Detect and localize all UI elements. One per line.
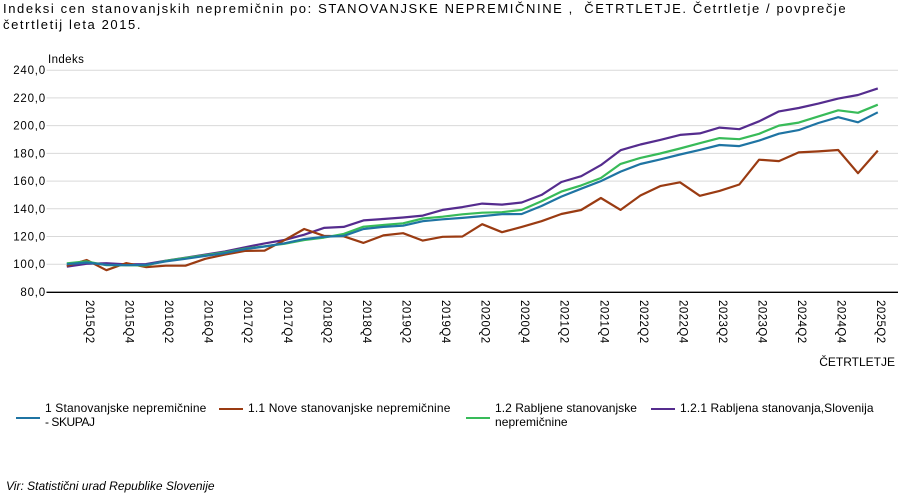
svg-text:2020Q4: 2020Q4 — [518, 300, 530, 344]
svg-text:2019Q4: 2019Q4 — [439, 300, 451, 344]
svg-text:2021Q4: 2021Q4 — [597, 300, 609, 344]
svg-text:ČETRTLETJE: ČETRTLETJE — [819, 354, 895, 369]
svg-text:160,0: 160,0 — [13, 176, 46, 188]
svg-text:2019Q2: 2019Q2 — [400, 300, 412, 344]
svg-text:2015Q2: 2015Q2 — [83, 300, 95, 344]
svg-text:220,0: 220,0 — [13, 93, 46, 105]
svg-text:2020Q2: 2020Q2 — [479, 300, 491, 344]
svg-text:2016Q4: 2016Q4 — [202, 300, 214, 344]
svg-text:140,0: 140,0 — [13, 204, 46, 216]
svg-text:Indeks: Indeks — [48, 54, 84, 66]
svg-text:2021Q2: 2021Q2 — [558, 300, 570, 344]
svg-text:2023Q2: 2023Q2 — [716, 300, 728, 344]
svg-text:2022Q2: 2022Q2 — [637, 300, 649, 344]
svg-text:200,0: 200,0 — [13, 121, 46, 133]
svg-text:100,0: 100,0 — [13, 259, 46, 271]
svg-text:120,0: 120,0 — [13, 232, 46, 244]
svg-text:2025Q2: 2025Q2 — [874, 300, 886, 344]
svg-text:180,0: 180,0 — [13, 148, 46, 160]
svg-text:2018Q4: 2018Q4 — [360, 300, 372, 344]
svg-text:2017Q2: 2017Q2 — [241, 300, 253, 344]
svg-text:2022Q4: 2022Q4 — [676, 300, 688, 344]
svg-text:2015Q4: 2015Q4 — [123, 300, 135, 344]
svg-text:240,0: 240,0 — [13, 65, 46, 77]
svg-text:2023Q4: 2023Q4 — [756, 300, 768, 344]
svg-text:2017Q4: 2017Q4 — [281, 300, 293, 344]
svg-text:2018Q2: 2018Q2 — [320, 300, 332, 344]
svg-text:80,0: 80,0 — [20, 287, 46, 299]
svg-text:2016Q2: 2016Q2 — [162, 300, 174, 344]
svg-text:2024Q2: 2024Q2 — [795, 300, 807, 344]
svg-text:2024Q4: 2024Q4 — [835, 300, 847, 344]
